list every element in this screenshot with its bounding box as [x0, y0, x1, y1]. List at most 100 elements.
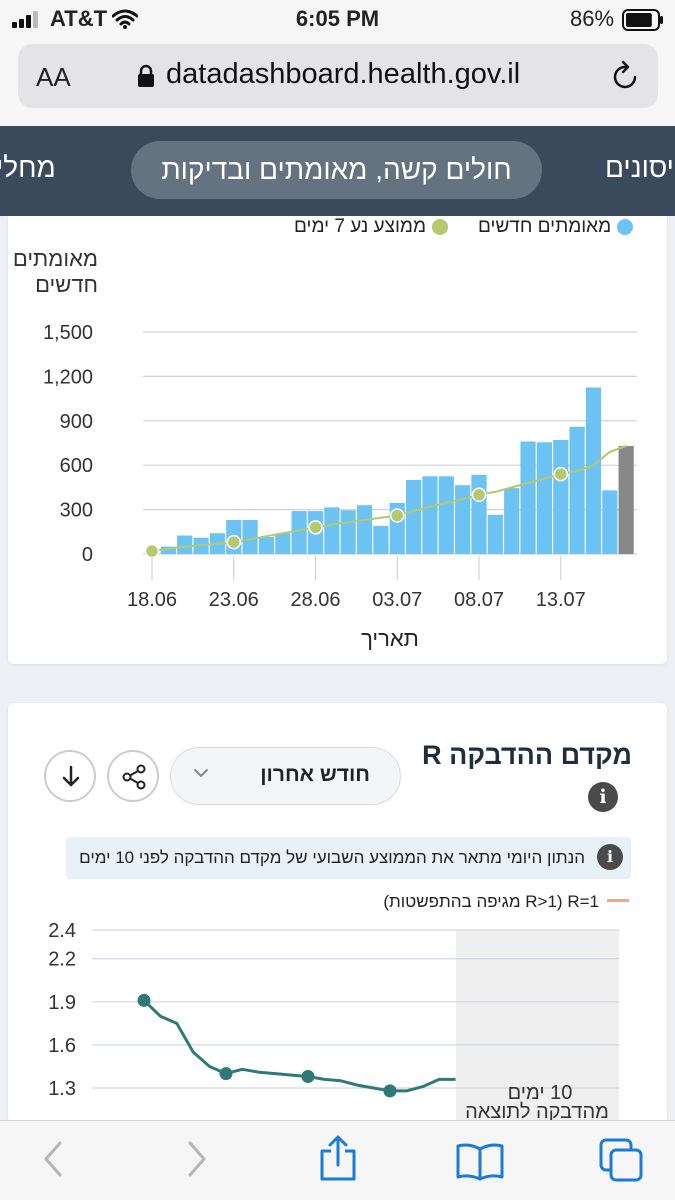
bar — [291, 511, 307, 554]
address-bar[interactable]: AA datadashboard.health.gov.il — [18, 44, 658, 108]
x-tick-label: 08.07 — [454, 589, 504, 611]
wifi-icon — [112, 9, 138, 29]
legend-avg7[interactable]: ממוצע נע 7 ימים — [294, 216, 449, 238]
legend-dot-avg7 — [432, 219, 449, 235]
signal-strength-icon — [12, 11, 38, 28]
tabs-icon[interactable] — [598, 1137, 644, 1183]
y-tick-label: 1,500 — [43, 322, 93, 344]
legend-new-cases[interactable]: מאומתים חדשים — [478, 216, 634, 238]
bar — [258, 536, 275, 554]
legend-avg7-label: ממוצע נע 7 ימים — [294, 216, 427, 237]
cases-x-axis-title: תאריך — [361, 626, 419, 651]
carrier-name: AT&T — [50, 6, 108, 31]
clock: 6:05 PM — [295, 6, 380, 31]
r-marker — [137, 993, 151, 1007]
browser-address-area: AA datadashboard.health.gov.il — [0, 40, 675, 126]
status-bar: AT&T 6:05 PM 86% — [0, 0, 675, 40]
download-button[interactable] — [44, 750, 96, 802]
r-y-tick-label: 1.9 — [48, 992, 76, 1014]
x-tick-label: 23.06 — [209, 589, 259, 611]
bookmarks-icon[interactable] — [455, 1141, 505, 1181]
bar — [487, 514, 503, 554]
forward-arrow-icon[interactable] — [184, 1139, 210, 1179]
bar — [422, 476, 438, 554]
y-tick-label: 0 — [82, 544, 93, 566]
bar — [356, 505, 373, 554]
y-tick-label: 600 — [60, 455, 93, 477]
avg-marker — [226, 534, 241, 550]
bar — [569, 426, 585, 554]
bar — [160, 546, 176, 554]
r-info-text: הנתון היומי מתאר את הממוצע השבועי של מקד… — [79, 848, 585, 867]
cases-chart-legend: מאומתים חדשים ממוצע נע 7 ימים — [0, 214, 675, 240]
avg-marker — [308, 520, 323, 535]
chevron-down-icon — [194, 769, 208, 778]
avg-marker — [471, 487, 487, 503]
x-tick-label: 03.07 — [372, 589, 422, 611]
share-button[interactable] — [107, 750, 159, 802]
r-y-tick-label: 1.6 — [48, 1035, 76, 1057]
r-card-title: מקדם ההדבקה R — [422, 740, 632, 770]
bar — [553, 440, 569, 554]
info-icon[interactable]: i — [588, 782, 618, 812]
new-cases-card — [8, 216, 667, 664]
bar — [602, 490, 618, 554]
r-marker — [301, 1070, 315, 1084]
bar — [504, 488, 520, 554]
bar — [438, 476, 454, 554]
section-tabs: מחלי חולים קשה, מאומתים ובדיקות ויסונים — [0, 126, 675, 216]
delay-label-line2: מהדבקה לתוצאה — [465, 1101, 609, 1120]
new-cases-chart: 0 300 600 900 1,200 1,500 18.06 23.06 28.06 03.07… — [43, 322, 637, 611]
bar — [177, 535, 193, 554]
legend-r1-line — [607, 899, 629, 902]
legend-new-cases-label: מאומתים חדשים — [478, 216, 612, 237]
avg-marker — [390, 508, 405, 523]
delay-label-line1: 10 ימים — [508, 1082, 573, 1104]
share-sheet-icon[interactable] — [316, 1135, 360, 1183]
tab-hospitalized[interactable]: מחלי — [0, 152, 56, 183]
r-marker — [219, 1067, 233, 1081]
bar — [471, 474, 487, 554]
avg-marker — [144, 543, 160, 559]
bar — [520, 441, 536, 554]
reader-settings-button[interactable]: AA — [36, 62, 71, 92]
tab-severe-confirmed-tests[interactable]: חולים קשה, מאומתים ובדיקות — [131, 141, 542, 199]
period-dropdown-label: חודש אחרון — [260, 763, 370, 786]
x-tick-label: 18.06 — [127, 589, 177, 611]
browser-toolbar — [0, 1120, 675, 1200]
reload-icon[interactable] — [610, 60, 640, 92]
x-tick-label: 28.06 — [290, 589, 340, 611]
y-tick-label: 900 — [60, 411, 93, 433]
bar — [455, 485, 471, 554]
legend-r1-label: R=1 — [567, 892, 599, 911]
banner-info-icon: i — [597, 844, 623, 870]
url-text[interactable]: datadashboard.health.gov.il — [166, 58, 521, 90]
r-y-tick-label: 2.2 — [48, 949, 76, 971]
cases-y-axis-title: מאומתים חדשים — [12, 246, 98, 297]
download-icon — [62, 765, 80, 787]
x-tick-label: 13.07 — [536, 589, 586, 611]
bar — [340, 510, 356, 554]
legend-r1-description: (R>1 מגיפה בהתפשטות) — [383, 892, 563, 911]
back-arrow-icon[interactable] — [40, 1139, 66, 1179]
battery-percentage: 86% — [570, 6, 615, 31]
bar — [242, 519, 258, 554]
bar — [585, 387, 602, 554]
battery-icon — [622, 9, 663, 31]
bar-incomplete — [618, 445, 634, 554]
tab-trials[interactable]: ויסונים — [605, 152, 675, 183]
bar — [536, 442, 552, 554]
bar — [275, 533, 291, 554]
y-tick-label: 1,200 — [43, 366, 93, 388]
avg-marker — [553, 466, 568, 482]
y-tick-label: 300 — [60, 500, 93, 522]
share-icon — [122, 764, 146, 790]
lock-icon — [138, 64, 154, 87]
legend-dot-new-cases — [617, 219, 634, 235]
bar — [373, 525, 389, 554]
r-marker — [383, 1084, 397, 1098]
period-dropdown[interactable]: חודש אחרון — [170, 747, 401, 805]
r-y-tick-label: 1.3 — [48, 1078, 76, 1100]
r-y-tick-label: 2.4 — [48, 920, 76, 942]
bar — [324, 507, 340, 554]
